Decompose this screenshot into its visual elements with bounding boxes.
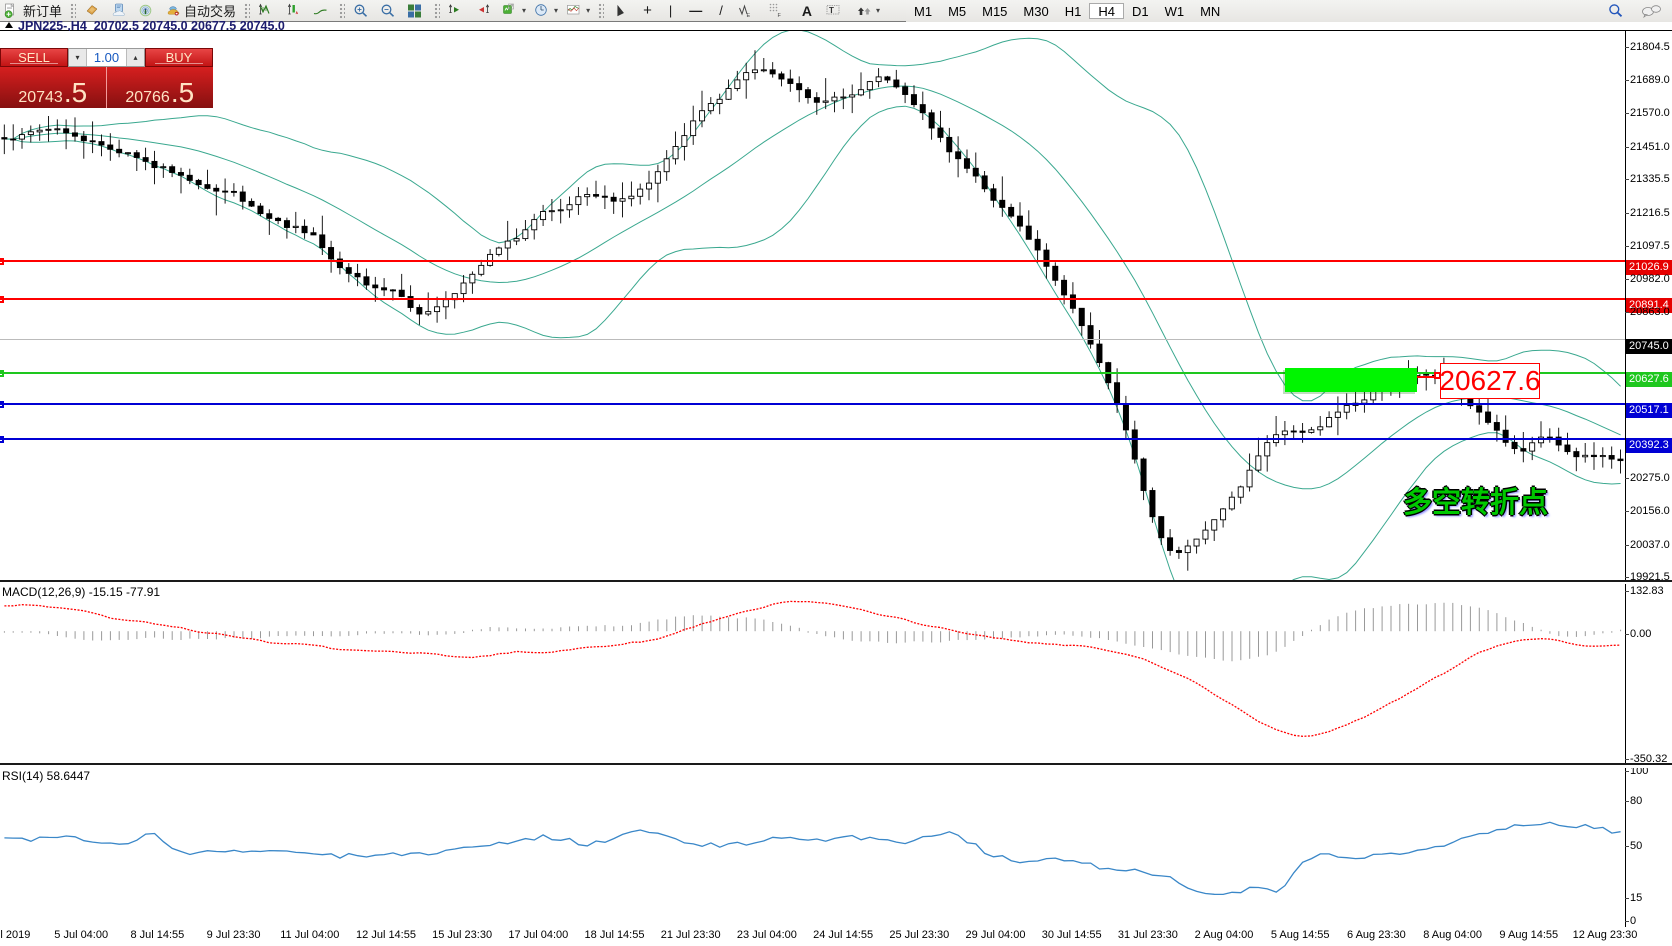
svg-text:T: T [829, 6, 834, 15]
svg-text:E: E [746, 13, 750, 19]
svg-text:F: F [777, 13, 781, 19]
